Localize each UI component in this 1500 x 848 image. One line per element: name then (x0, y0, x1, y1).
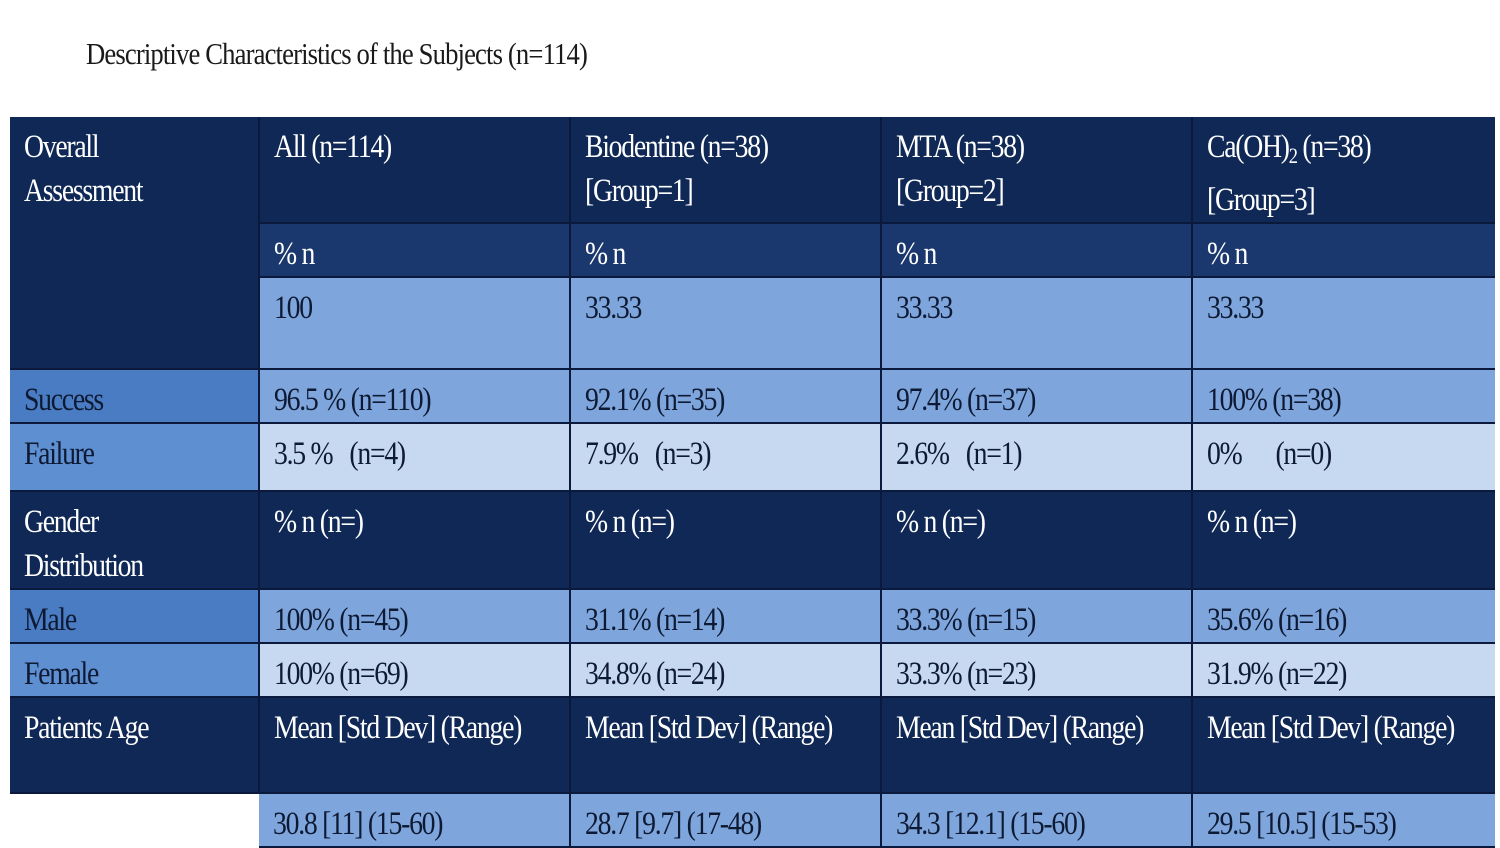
col-header-mta: MTA (n=38) [Group=2] (881, 117, 1193, 224)
overall-assessment-label: Overall Assessment (10, 117, 260, 370)
success-biodentine: 92.1% (n=35) (570, 369, 882, 424)
age-value-biodentine: 28.7 [9.7] (17-48) (570, 793, 882, 848)
percent-n-biodentine: % n (570, 223, 882, 278)
male-all: 100% (n=45) (259, 589, 571, 644)
female-row: Female 100% (n=69) 34.8% (n=24) 33.3% (n… (10, 643, 1495, 698)
gender-header-all: % n (n=) (259, 491, 571, 590)
failure-biodentine: 7.9% (n=3) (570, 423, 882, 492)
age-header-mta: Mean [Std Dev] (Range) (881, 697, 1193, 794)
female-all: 100% (n=69) (259, 643, 571, 698)
gender-header-biodentine: % n (n=) (570, 491, 882, 590)
patients-age-label: Patients Age (10, 697, 260, 794)
percent-n-mta: % n (881, 223, 1193, 278)
gender-header-row: Gender Distribution % n (n=) % n (n=) % n… (10, 491, 1495, 590)
female-biodentine: 34.8% (n=24) (570, 643, 882, 698)
gender-header-mta: % n (n=) (881, 491, 1193, 590)
male-caoh2: 35.6% (n=16) (1192, 589, 1495, 644)
header-row: Overall Assessment All (n=114) Biodentine… (10, 117, 1495, 370)
col-header-caoh2: Ca(OH)2 (n=38) [Group=3] (1192, 117, 1495, 224)
success-all: 96.5 % (n=110) (259, 369, 571, 424)
age-value-caoh2: 29.5 [10.5] (15-53) (1192, 793, 1495, 848)
percent-value-mta: 33.33 (881, 277, 1193, 370)
percent-value-biodentine: 33.33 (570, 277, 882, 370)
male-label: Male (10, 589, 260, 644)
percent-n-caoh2: % n (1192, 223, 1495, 278)
percent-values-row: 100 33.33 33.33 33.33 (10, 277, 1495, 370)
failure-row: Failure 3.5 % (n=4) 7.9% (n=3) 2.6% (n=1… (10, 423, 1495, 492)
percent-value-caoh2: 33.33 (1192, 277, 1495, 370)
age-header-all: Mean [Std Dev] (Range) (259, 697, 571, 794)
characteristics-table: Overall Assessment All (n=114) Biodentine… (10, 117, 1495, 848)
failure-caoh2: 0% (n=0) (1192, 423, 1495, 492)
percent-n-all: % n (259, 223, 571, 278)
age-header-caoh2: Mean [Std Dev] (Range) (1192, 697, 1495, 794)
failure-all: 3.5 % (n=4) (259, 423, 571, 492)
col-header-biodentine: Biodentine (n=38) [Group=1] (570, 117, 882, 224)
male-biodentine: 31.1% (n=14) (570, 589, 882, 644)
male-row: Male 100% (n=45) 31.1% (n=14) 33.3% (n=1… (10, 589, 1495, 644)
failure-label: Failure (10, 423, 260, 492)
female-label: Female (10, 643, 260, 698)
percent-n-row: % n % n % n % n (10, 223, 1495, 278)
female-mta: 33.3% (n=23) (881, 643, 1193, 698)
table-caption: Descriptive Characteristics of the Subje… (86, 36, 588, 71)
age-value-all: 30.8 [11] (15-60) (259, 793, 571, 848)
col-header-all: All (n=114) (259, 117, 571, 224)
gender-header-caoh2: % n (n=) (1192, 491, 1495, 590)
age-header-row: Patients Age Mean [Std Dev] (Range) Mean… (10, 697, 1495, 794)
success-caoh2: 100% (n=38) (1192, 369, 1495, 424)
percent-value-all: 100 (259, 277, 571, 370)
success-label: Success (10, 369, 260, 424)
success-row: Success 96.5 % (n=110) 92.1% (n=35) 97.4… (10, 369, 1495, 424)
success-mta: 97.4% (n=37) (881, 369, 1193, 424)
failure-mta: 2.6% (n=1) (881, 423, 1193, 492)
age-values-row: 30.8 [11] (15-60) 28.7 [9.7] (17-48) 34.… (10, 793, 1495, 848)
female-caoh2: 31.9% (n=22) (1192, 643, 1495, 698)
male-mta: 33.3% (n=15) (881, 589, 1193, 644)
age-values-blank (10, 793, 259, 847)
gender-distribution-label: Gender Distribution (10, 491, 260, 590)
age-value-mta: 34.3 [12.1] (15-60) (881, 793, 1193, 848)
age-header-biodentine: Mean [Std Dev] (Range) (570, 697, 882, 794)
